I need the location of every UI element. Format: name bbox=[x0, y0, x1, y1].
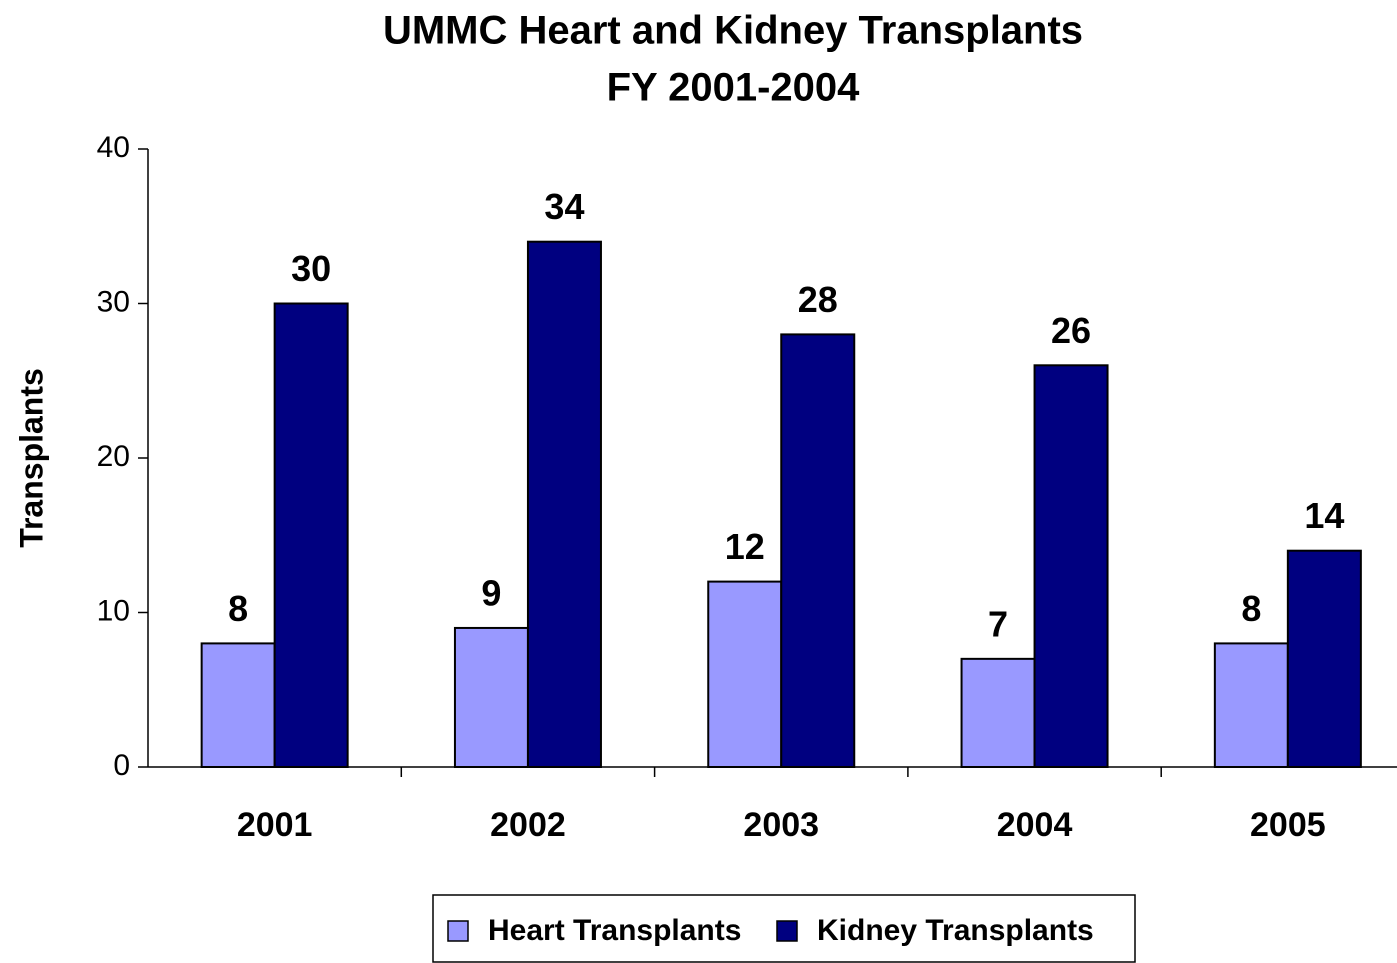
bar bbox=[1213, 642, 1289, 769]
y-axis-label: Transplants bbox=[13, 368, 49, 548]
data-label: 28 bbox=[798, 279, 838, 320]
bar bbox=[200, 642, 276, 769]
data-label: 26 bbox=[1051, 310, 1091, 351]
bar bbox=[707, 580, 783, 768]
data-label: 30 bbox=[291, 248, 331, 289]
data-label: 9 bbox=[481, 572, 501, 613]
y-tick-label: 30 bbox=[97, 285, 130, 318]
legend-swatch bbox=[447, 920, 469, 942]
x-tick-label: 2005 bbox=[1250, 806, 1326, 844]
data-label: 8 bbox=[228, 588, 248, 629]
bar bbox=[453, 626, 529, 769]
x-tick-label: 2003 bbox=[743, 806, 819, 844]
data-label: 34 bbox=[544, 186, 584, 227]
bar bbox=[960, 657, 1036, 768]
bar bbox=[1033, 364, 1109, 768]
y-tick-label: 10 bbox=[97, 594, 130, 627]
legend-label: Heart Transplants bbox=[488, 914, 741, 947]
x-tick-label: 2002 bbox=[490, 806, 566, 844]
bar bbox=[780, 333, 856, 768]
bar bbox=[273, 302, 349, 768]
legend-label: Kidney Transplants bbox=[817, 914, 1094, 947]
chart-subtitle: FY 2001-2004 bbox=[607, 66, 861, 110]
bar bbox=[1286, 549, 1362, 769]
data-label: 14 bbox=[1304, 495, 1344, 536]
y-tick-label: 40 bbox=[97, 131, 130, 164]
x-tick-label: 2001 bbox=[237, 806, 313, 844]
chart-title: UMMC Heart and Kidney Transplants bbox=[383, 9, 1083, 53]
bar bbox=[526, 240, 602, 768]
data-label: 7 bbox=[988, 603, 1008, 644]
data-label: 8 bbox=[1241, 588, 1261, 629]
data-label: 12 bbox=[725, 526, 765, 567]
legend-swatch bbox=[776, 920, 798, 942]
x-tick-label: 2004 bbox=[997, 806, 1073, 844]
y-tick-label: 20 bbox=[97, 440, 130, 473]
y-tick-label: 0 bbox=[113, 749, 130, 782]
